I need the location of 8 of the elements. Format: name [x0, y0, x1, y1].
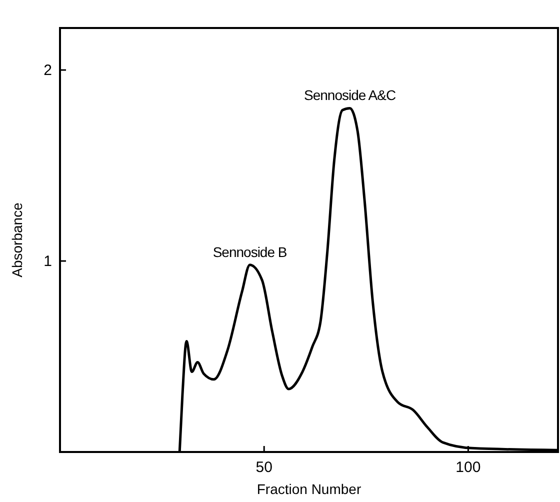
- x-tick-label: 50: [256, 459, 272, 476]
- y-tick-label: 1: [44, 253, 52, 270]
- x-tick-label: 100: [456, 459, 481, 476]
- y-tick-label: 2: [44, 62, 52, 80]
- x-axis-title: Fraction Number: [256, 481, 362, 497]
- annotation: Sennoside A&C: [304, 87, 396, 104]
- annotation: Sennoside B: [212, 244, 287, 260]
- y-axis-title: Absorbance: [9, 202, 25, 278]
